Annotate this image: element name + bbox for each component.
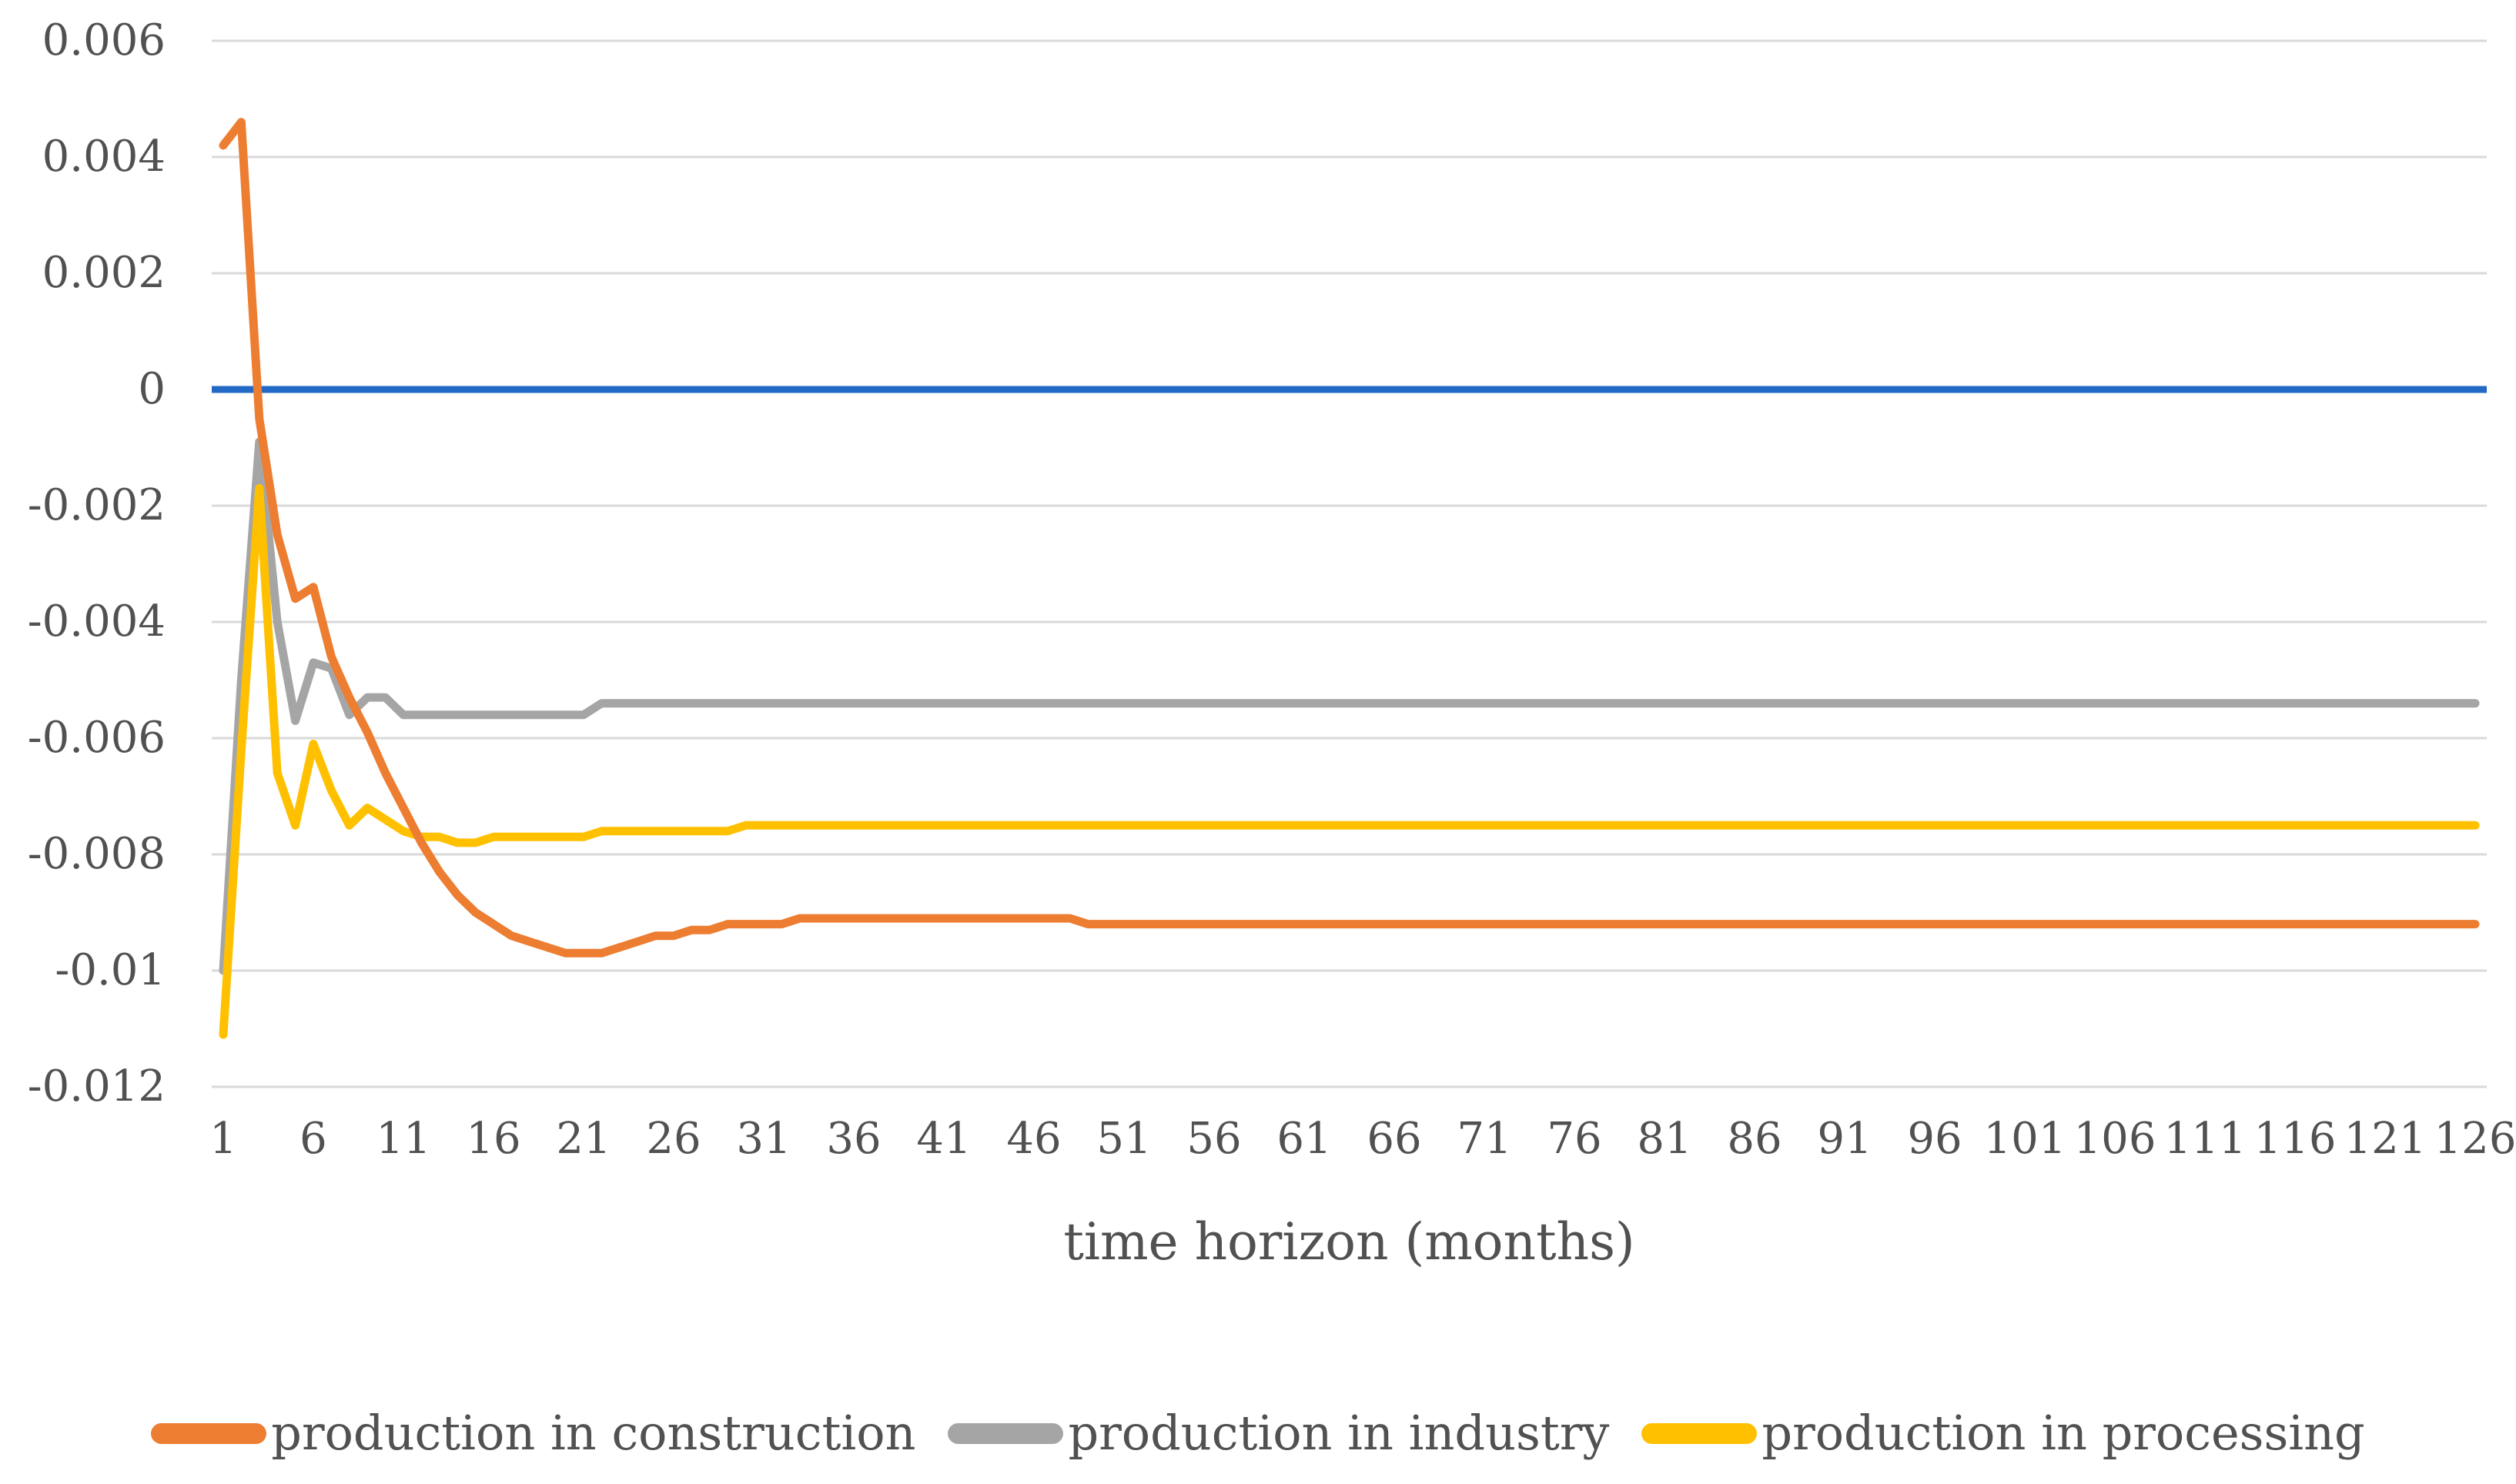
series-line-production-in-construction — [219, 118, 2480, 958]
x-tick-label: 1 — [209, 1114, 237, 1164]
x-tick-label: 111 — [2163, 1114, 2247, 1164]
y-tick-label: 0 — [138, 364, 166, 414]
x-tick-label: 61 — [1276, 1114, 1332, 1164]
x-tick-label: 76 — [1547, 1114, 1602, 1164]
x-tick-label: 41 — [916, 1114, 972, 1164]
legend-swatch-icon — [948, 1422, 1064, 1444]
x-tick-label: 91 — [1817, 1114, 1872, 1164]
x-tick-label: 66 — [1367, 1114, 1422, 1164]
x-tick-label: 26 — [646, 1114, 701, 1164]
legend-label: production in processing — [1762, 1405, 2365, 1461]
legend-item-production-in-industry: production in industry — [948, 1402, 1609, 1464]
legend-label: production in industry — [1068, 1405, 1610, 1461]
y-tick-label: -0.01 — [55, 945, 166, 995]
legend-label: production in construction — [271, 1405, 916, 1461]
y-tick-label: 0.004 — [42, 132, 166, 182]
series-line-production-in-processing — [219, 483, 2480, 1039]
x-axis-title: time horizon (months) — [1063, 1212, 1635, 1272]
x-tick-label: 31 — [736, 1114, 791, 1164]
y-tick-label: 0.002 — [42, 248, 166, 298]
x-tick-label: 51 — [1096, 1114, 1152, 1164]
legend-item-production-in-processing: production in processing — [1641, 1402, 2365, 1464]
x-tick-label: 81 — [1637, 1114, 1692, 1164]
x-tick-label: 101 — [1983, 1114, 2066, 1164]
x-tick-label: 121 — [2344, 1114, 2427, 1164]
x-tick-label: 56 — [1186, 1114, 1242, 1164]
y-tick-label: 0.006 — [42, 15, 166, 65]
y-tick-label: -0.002 — [27, 480, 166, 530]
x-tick-label: 71 — [1457, 1114, 1512, 1164]
x-tick-label: 86 — [1727, 1114, 1782, 1164]
x-tick-label: 11 — [376, 1114, 431, 1164]
y-tick-label: -0.012 — [27, 1061, 166, 1111]
x-tick-label: 16 — [466, 1114, 521, 1164]
x-tick-label: 106 — [2073, 1114, 2156, 1164]
legend-swatch-icon — [151, 1422, 267, 1444]
x-tick-label: 116 — [2253, 1114, 2337, 1164]
x-tick-label: 126 — [2434, 1114, 2516, 1164]
legend-item-production-in-construction: production in construction — [151, 1402, 915, 1464]
x-tick-label: 6 — [299, 1114, 327, 1164]
y-tick-label: -0.004 — [27, 597, 166, 647]
x-tick-label: 46 — [1006, 1114, 1062, 1164]
x-tick-label: 96 — [1907, 1114, 1962, 1164]
x-tick-label: 21 — [556, 1114, 611, 1164]
legend-swatch-icon — [1641, 1422, 1758, 1444]
x-tick-label: 36 — [826, 1114, 882, 1164]
legend: production in construction production in … — [0, 1402, 2516, 1464]
y-tick-label: -0.006 — [27, 713, 166, 763]
series-line-production-in-industry — [219, 437, 2480, 975]
y-tick-label: -0.008 — [27, 829, 166, 879]
